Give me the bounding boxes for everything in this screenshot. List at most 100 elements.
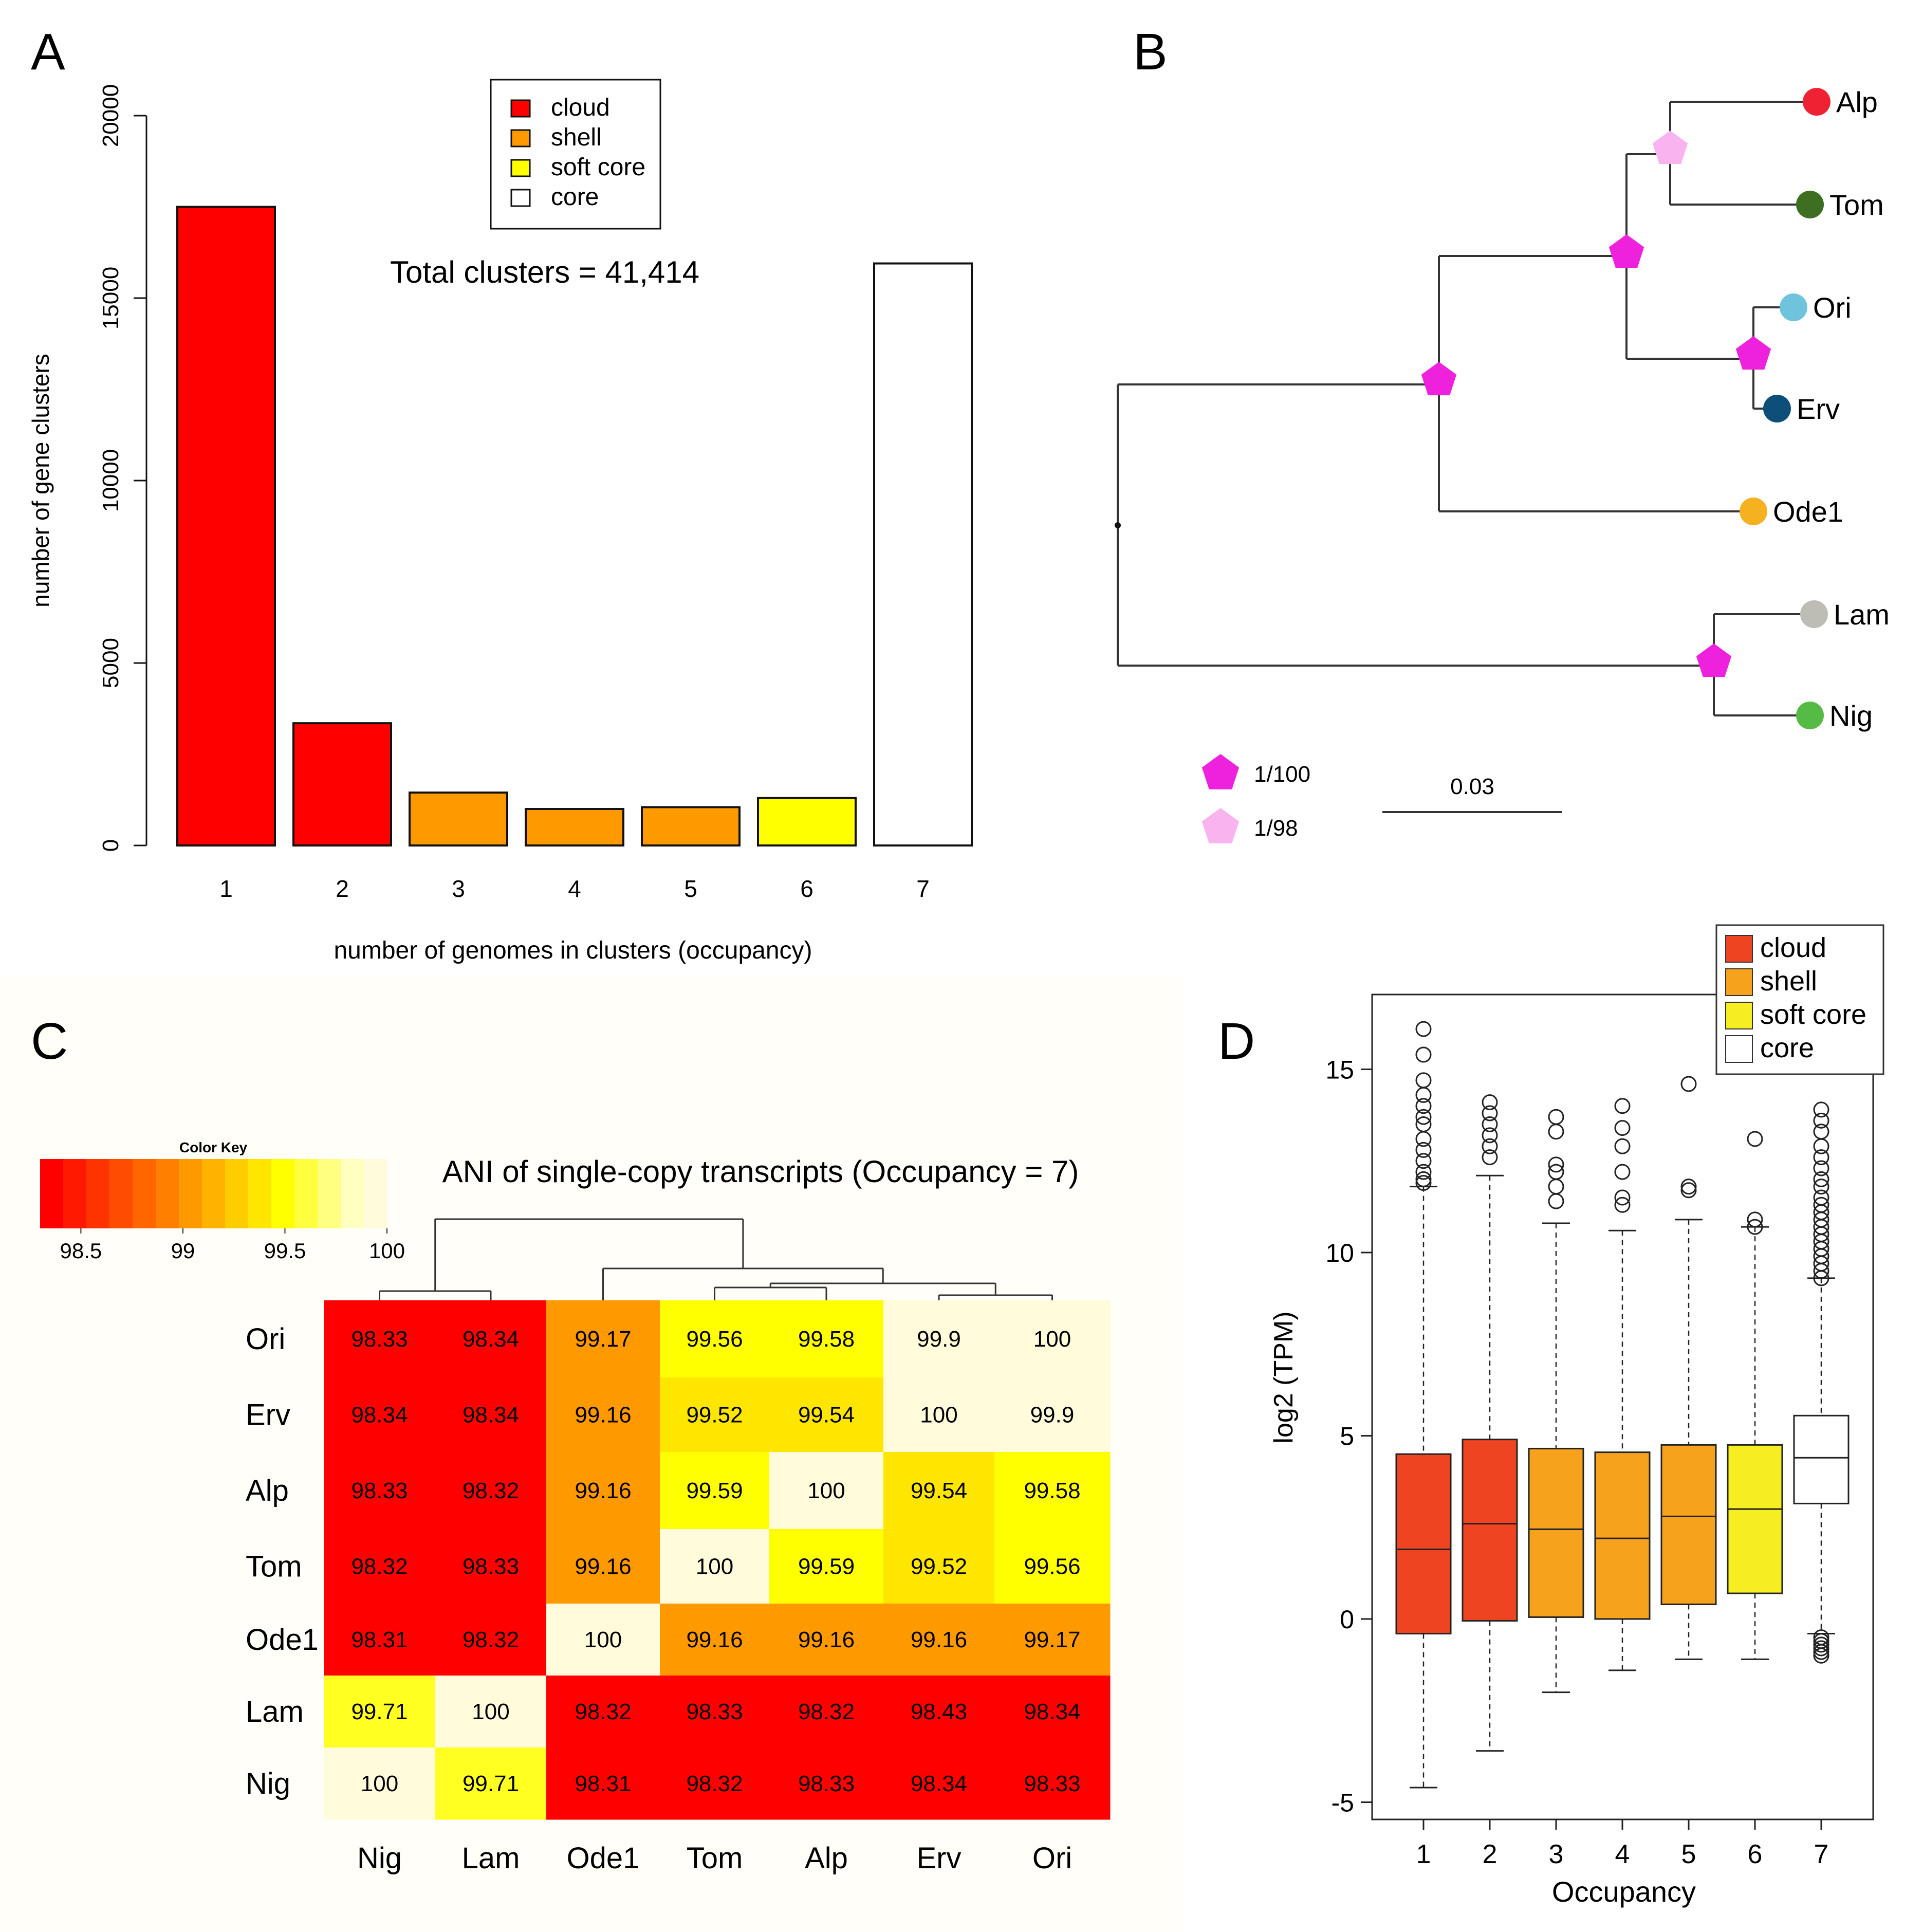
panel-c-row-label: Ori [246,1322,285,1356]
panel-c-cell-label: 99.54 [911,1478,967,1503]
panel-b-letter: B [1133,23,1168,81]
panel-c-color-key-swatch [179,1159,202,1228]
panel-c-col-label: Tom [687,1842,743,1875]
panel-d-outlier [1747,1219,1763,1235]
panel-a-bar [176,206,276,847]
panel-c-heatmap-cell [324,1604,436,1676]
panel-c-heatmap-cell [769,1604,884,1676]
panel-c-heatmap-cell [660,1377,770,1452]
panel-a-bar [757,797,857,847]
panel-d-box [1594,1451,1651,1620]
panel-b-tip-label: Lam [1834,598,1890,631]
panel-c-letter: C [31,1013,68,1070]
panel-d-box [1528,1447,1584,1618]
panel-a-y-tick-label: 15000 [98,267,123,329]
panel-c-cell-label: 99.52 [911,1554,967,1579]
panel-b-tip-label: Tom [1829,189,1884,221]
panel-d-outlier [1415,1116,1432,1132]
panel-d-outlier [1548,1109,1564,1125]
panel-d-outlier [1813,1171,1829,1187]
panel-a-bar [292,722,392,847]
panel-c-cell-label: 100 [1033,1327,1071,1352]
panel-c-color-key-tick-label: 99 [171,1239,195,1263]
panel-d-x-tick-label: 7 [1814,1839,1829,1869]
panel-d-outlier [1482,1127,1498,1144]
panel-d-outlier [1482,1105,1498,1121]
panel-c-col-label: Ode1 [567,1842,640,1875]
panel-c-cell-label: 99.16 [575,1403,631,1428]
panel-c-heatmap-cell [994,1747,1111,1820]
panel-b-support-marker [1735,336,1771,370]
panel-d-xlabel: Occupancy [1552,1875,1696,1908]
panel-d-y-tick-label: -5 [1332,1789,1354,1817]
panel-c-color-key-tick-label: 100 [369,1239,405,1263]
panel-c-color-key-swatch [364,1159,387,1228]
panel-c-cell-label: 98.33 [351,1478,408,1503]
panel-d-box [1793,1414,1850,1504]
panel-c-col-label: Alp [805,1842,848,1875]
panel-b-tip-label: Alp [1836,86,1878,118]
panel-c-heatmap-cell [769,1747,884,1820]
panel-b-tip-label: Ode1 [1773,495,1843,528]
panel-c-heatmap-cell [994,1604,1111,1676]
panel-c-cell-label: 98.31 [351,1627,408,1652]
panel-d-y-tick-label: 10 [1325,1239,1354,1267]
panel-c-color-key-tick-label: 99.5 [264,1239,306,1263]
panel-c-cell-label: 98.43 [911,1699,967,1724]
panel-c-heatmap-cell [660,1529,770,1604]
panel-c-cell-label: 98.33 [351,1327,408,1352]
panel-b-tip-marker [1796,191,1824,218]
panel-c-heatmap-cell [435,1452,547,1530]
panel-c-heatmap-cell [546,1300,660,1378]
panel-d-outlier [1548,1164,1564,1180]
panel-c-cell-label: 98.32 [686,1771,743,1796]
panel-c-color-key-tick-label: 98.5 [60,1239,102,1263]
panel-d-outlier [1813,1636,1829,1653]
panel-d-outlier [1415,1142,1432,1158]
panel-c-color-key-swatch [133,1159,156,1228]
panel-d-outlier [1415,1046,1432,1063]
panel-c-color-key-swatch [341,1159,364,1228]
panel-c-row-label: Tom [246,1550,302,1584]
panel-c-heatmap-cell [883,1452,995,1530]
panel-d-outlier [1415,1021,1432,1037]
panel-a-legend-swatch [510,99,531,118]
panel-c-cell-label: 99.58 [798,1327,855,1352]
panel-d-legend-swatch [1725,935,1753,963]
panel-c-cell-label: 99.54 [798,1403,855,1428]
panel-a-bar [409,792,508,847]
panel-b-scale-label: 0.03 [1450,774,1494,799]
panel-d-outlier [1813,1112,1829,1129]
panel-d-outlier [1614,1197,1631,1213]
panel-c-heatmap-cell [435,1747,547,1820]
panel-c-color-key-swatch [202,1159,226,1228]
panel-c-heatmap-cell [994,1676,1111,1748]
panel-d-outlier [1813,1138,1829,1154]
panel-c-color-key-swatch [271,1159,295,1228]
panel-c-cell-label: 100 [920,1403,957,1428]
panel-c-color-key-swatch [225,1159,249,1228]
panel-c-cell-label: 98.33 [798,1771,855,1796]
panel-c-heatmap-cell [660,1300,770,1378]
panel-d-y-tick-label: 0 [1340,1605,1354,1634]
panel-d-outlier [1813,1629,1829,1646]
panel-d-x-tick-label: 2 [1483,1839,1497,1869]
panel-c-row-label: Nig [246,1767,290,1800]
panel-d-outlier [1548,1179,1564,1195]
panel-c-cell-label: 98.32 [463,1627,519,1652]
panel-d-box [1462,1439,1518,1622]
panel-b-tip-label: Nig [1829,700,1873,732]
panel-d-outlier [1747,1211,1763,1228]
panel-c-cell-label: 99.58 [1024,1478,1080,1503]
panel-c-cell-label: 98.32 [798,1699,855,1724]
panel-c-heatmap-cell [883,1529,995,1604]
panel-c-cell-label: 98.33 [686,1699,743,1724]
panel-c-cell-label: 98.32 [575,1699,631,1724]
panel-d-outlier [1813,1189,1829,1206]
panel-c-cell-label: 99.59 [798,1554,855,1579]
panel-d-outlier [1813,1160,1829,1176]
panel-c-heatmap-cell [324,1747,436,1820]
panel-d-outlier [1614,1164,1631,1180]
panel-b-support-marker [1201,754,1240,789]
